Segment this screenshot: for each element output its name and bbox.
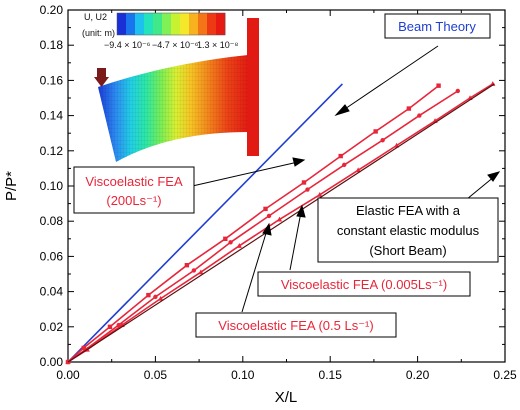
fixed-support	[247, 18, 259, 156]
colorbar	[116, 12, 226, 36]
series-point	[436, 83, 441, 88]
arrowhead-elastic	[487, 171, 501, 182]
series-line-1	[67, 85, 440, 363]
colorbar-swatch	[153, 13, 163, 35]
arrowhead-200	[292, 157, 306, 167]
inset-fe-model: U, U2 (unit: m) −9.4 × 10⁻⁶ −4.7 × 10⁻⁶ …	[82, 12, 259, 162]
series-point	[380, 138, 385, 143]
annotation-viscoelastic-0005: Viscoelastic FEA (0.005Ls⁻¹)	[257, 271, 471, 297]
y-tick-label: 0.16	[40, 73, 64, 87]
x-tick-label: 0.15	[319, 368, 343, 382]
y-tick-label: 0.06	[40, 249, 64, 263]
series-point	[373, 129, 378, 134]
y-tick-label: 0.12	[40, 144, 64, 158]
y-axis-label: P/P*	[3, 171, 20, 201]
series-point	[223, 236, 228, 241]
colorbar-swatch	[117, 13, 127, 35]
beam-mesh	[98, 55, 248, 162]
series-point	[301, 180, 307, 185]
y-tick-label: 0.10	[40, 179, 64, 193]
series-layer	[65, 81, 496, 365]
series-point	[158, 295, 164, 301]
series-point	[153, 294, 158, 300]
colorbar-label-min: −9.4 × 10⁻⁶	[104, 40, 151, 50]
series-point	[228, 240, 233, 245]
y-tick-label: 0.00	[40, 355, 64, 369]
colorbar-swatch	[162, 13, 172, 35]
arrow-0005	[289, 211, 302, 271]
series-point	[406, 106, 412, 111]
series-point	[338, 153, 343, 159]
annotation-elastic-line2: constant elastic modulus	[337, 223, 480, 238]
y-tick-label: 0.14	[40, 109, 64, 123]
x-tick-label: 0.10	[231, 368, 255, 382]
series-point	[266, 213, 272, 219]
series-point	[198, 269, 204, 275]
load-arrow-icon	[94, 77, 109, 87]
annotation-0005-text: Viscoelastic FEA (0.005Ls⁻¹)	[281, 277, 447, 292]
arrowhead-beam-theory	[334, 104, 350, 117]
series-point	[81, 345, 86, 351]
series-line-2	[67, 90, 459, 363]
x-tick-label: 0.00	[56, 368, 80, 382]
series-point	[184, 263, 190, 268]
series-point	[317, 192, 323, 197]
series-point	[263, 206, 268, 212]
arrow-200	[187, 161, 299, 188]
tick-labels: 0.00 0.05 0.10 0.15 0.20 0.25 0.00 0.02 0.04 0.06…	[40, 3, 517, 382]
series-line-4	[67, 83, 495, 363]
y-tick-label: 0.04	[40, 285, 64, 299]
colorbar-swatch	[189, 13, 199, 35]
y-tick-label: 0.02	[40, 320, 64, 334]
colorbar-swatch	[126, 13, 136, 35]
arrow-05	[241, 229, 268, 313]
y-tick-label: 0.20	[40, 3, 64, 17]
arrow-beam-theory	[335, 45, 439, 116]
colorbar-swatch	[180, 13, 190, 35]
annotation-beam-theory: Beam Theory	[384, 13, 491, 39]
axis-ticks	[67, 9, 506, 363]
series-point	[355, 167, 361, 173]
annotation-200-line1: Viscoelastic FEA	[85, 174, 183, 189]
annotation-05-text: Viscoelastic FEA (0.5 Ls⁻¹)	[218, 318, 373, 333]
series-point	[341, 162, 347, 168]
annotation-viscoelastic-05: Viscoelastic FEA (0.5 Ls⁻¹)	[195, 312, 397, 338]
colorbar-label-mid: −4.7 × 10⁻⁶	[152, 40, 199, 50]
annotation-elastic-fea: Elastic FEA with a constant elastic modu…	[317, 197, 499, 263]
series-point	[417, 113, 422, 118]
series-line-0	[67, 83, 343, 363]
colorbar-frame	[116, 12, 226, 36]
colorbar-title: U, U2	[84, 12, 107, 22]
colorbar-label-max: 1.3 × 10⁻⁸	[197, 40, 239, 50]
series-point	[236, 243, 242, 248]
colorbar-swatch	[144, 13, 154, 35]
colorbar-swatch	[216, 13, 226, 35]
arrowhead-0005	[296, 204, 306, 218]
x-tick-label: 0.20	[406, 368, 430, 382]
annotation-elastic-line1: Elastic FEA with a	[356, 203, 461, 218]
x-tick-label: 0.25	[493, 368, 517, 382]
colorbar-swatch	[207, 13, 217, 35]
annotation-elastic-line3: (Short Beam)	[369, 243, 446, 258]
x-tick-label: 0.05	[144, 368, 168, 382]
annotation-viscoelastic-200: Viscoelastic FEA (200Ls⁻¹)	[73, 166, 195, 214]
load-arrow-shaft	[97, 68, 106, 78]
y-tick-label: 0.08	[40, 214, 64, 228]
colorbar-swatch	[171, 13, 181, 35]
series-point	[107, 324, 113, 329]
colorbar-unit: (unit: m)	[82, 28, 115, 38]
colorbar-swatch	[135, 13, 145, 35]
series-point	[146, 292, 151, 298]
y-tick-label: 0.18	[40, 38, 64, 52]
series-point	[276, 216, 283, 222]
x-axis-label: X/L	[275, 389, 298, 406]
series-point	[305, 187, 310, 192]
series-point	[455, 88, 461, 94]
annotation-200-line2: (200Ls⁻¹)	[106, 193, 161, 208]
annotation-beam-theory-text: Beam Theory	[398, 19, 476, 34]
arrowhead-05	[262, 222, 272, 236]
series-point	[191, 268, 197, 273]
colorbar-swatch	[198, 13, 208, 35]
